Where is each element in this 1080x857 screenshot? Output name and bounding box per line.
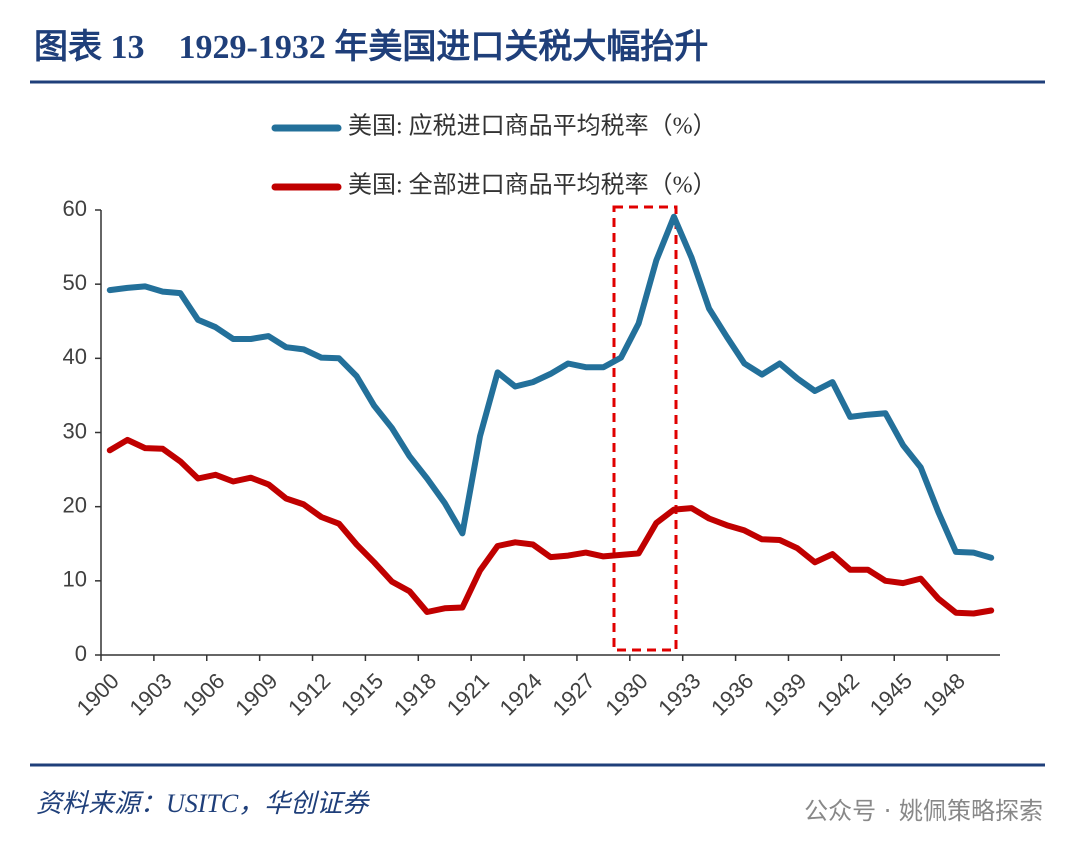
x-tick-label: 1909 <box>230 668 282 720</box>
x-tick-label: 1903 <box>124 668 176 720</box>
x-tick-label: 1933 <box>653 668 705 720</box>
x-tick-label: 1918 <box>389 668 441 720</box>
chart-title: 图表 13 1929-1932 年美国进口关税大幅抬升 <box>34 28 708 66</box>
x-tick-label: 1936 <box>706 668 758 720</box>
x-tick-label: 1945 <box>865 668 917 720</box>
legend-label: 美国: 应税进口商品平均税率（%） <box>348 113 717 140</box>
x-tick-label: 1939 <box>759 668 811 720</box>
data-line <box>106 436 995 617</box>
data-line <box>106 213 995 561</box>
watermark: 公众号 · 姚佩策略探索 <box>804 797 1043 825</box>
x-tick-label: 1906 <box>177 668 229 720</box>
x-tick-label: 1942 <box>812 668 864 720</box>
y-tick-label: 20 <box>63 492 87 517</box>
y-tick-label: 30 <box>63 418 87 443</box>
y-tick-label: 10 <box>63 567 87 592</box>
y-tick-label: 0 <box>75 641 87 666</box>
y-tick-label: 50 <box>63 270 87 295</box>
x-tick-label: 1924 <box>495 668 547 720</box>
x-tick-label: 1930 <box>600 668 652 720</box>
x-tick-label: 1921 <box>442 668 494 720</box>
x-tick-label: 1900 <box>72 668 124 720</box>
source: 资料来源：USITC，华创证券 <box>36 789 370 818</box>
y-tick-label: 60 <box>63 196 87 221</box>
highlight-box <box>612 205 678 652</box>
x-tick-label: 1948 <box>918 668 970 720</box>
y-tick-label: 40 <box>63 344 87 369</box>
x-tick-label: 1927 <box>547 668 599 720</box>
x-tick-label: 1915 <box>336 668 388 720</box>
legend-label: 美国: 全部进口商品平均税率（%） <box>348 172 717 199</box>
x-tick-label: 1912 <box>283 668 335 720</box>
